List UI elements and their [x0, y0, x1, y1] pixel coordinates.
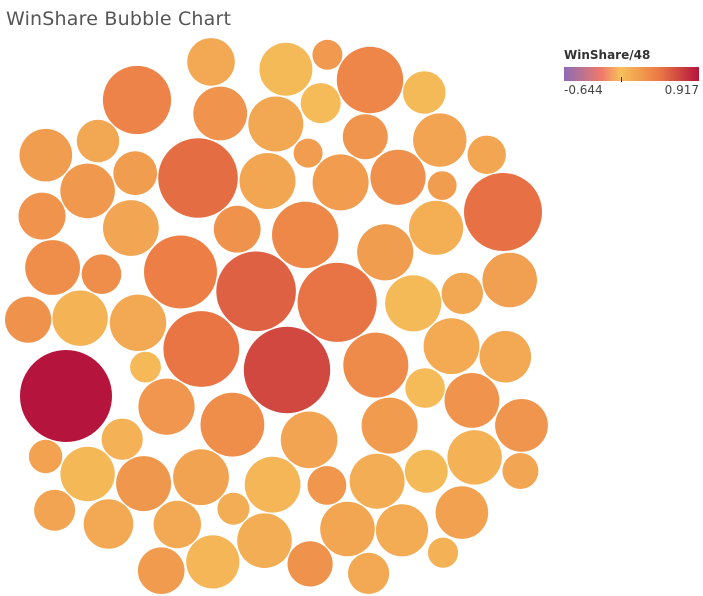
bubble[interactable]: [280, 411, 338, 469]
bubble[interactable]: [444, 373, 500, 428]
bubble[interactable]: [307, 466, 347, 505]
bubble[interactable]: [76, 119, 120, 163]
bubble[interactable]: [385, 275, 442, 332]
bubble[interactable]: [413, 113, 467, 167]
bubble[interactable]: [158, 138, 238, 218]
legend-max-label: 0.917: [664, 83, 699, 97]
bubble[interactable]: [405, 368, 445, 408]
bubble[interactable]: [320, 501, 375, 557]
bubble[interactable]: [60, 163, 115, 219]
bubble[interactable]: [375, 504, 429, 557]
bubble[interactable]: [464, 173, 542, 251]
bubble[interactable]: [237, 513, 292, 568]
bubble[interactable]: [244, 456, 301, 513]
bubble[interactable]: [216, 251, 296, 332]
bubble[interactable]: [137, 547, 185, 594]
bubble[interactable]: [187, 38, 235, 86]
bubble[interactable]: [193, 86, 248, 141]
bubble[interactable]: [153, 500, 201, 549]
bubble[interactable]: [213, 205, 261, 253]
bubble[interactable]: [441, 272, 483, 315]
bubble[interactable]: [60, 446, 115, 502]
bubble[interactable]: [109, 294, 167, 351]
bubble[interactable]: [163, 311, 240, 387]
bubble[interactable]: [144, 235, 217, 309]
bubble[interactable]: [435, 486, 489, 539]
bubble[interactable]: [259, 42, 313, 96]
bubble[interactable]: [482, 252, 537, 308]
bubble[interactable]: [272, 201, 339, 269]
bubble[interactable]: [447, 430, 502, 485]
legend-min-label: -0.644: [564, 83, 603, 97]
bubble[interactable]: [349, 453, 405, 509]
bubble[interactable]: [342, 114, 388, 160]
legend-title: WinShare/48: [564, 48, 651, 62]
bubble[interactable]: [409, 200, 464, 255]
bubble[interactable]: [239, 153, 296, 209]
bubble[interactable]: [20, 350, 112, 442]
bubble[interactable]: [495, 399, 548, 452]
legend-zero-tick: [621, 77, 622, 82]
bubble[interactable]: [19, 128, 73, 182]
bubble[interactable]: [18, 192, 66, 240]
bubble[interactable]: [200, 392, 265, 457]
bubble[interactable]: [300, 83, 341, 124]
bubble[interactable]: [297, 262, 377, 342]
bubble[interactable]: [361, 397, 418, 454]
bubble[interactable]: [287, 541, 333, 587]
bubble[interactable]: [467, 135, 506, 174]
bubble[interactable]: [113, 151, 158, 196]
bubble[interactable]: [5, 296, 52, 343]
bubble[interactable]: [130, 351, 161, 383]
bubble[interactable]: [83, 499, 134, 549]
bubble[interactable]: [427, 537, 459, 568]
bubble[interactable]: [116, 456, 172, 512]
bubble[interactable]: [186, 535, 240, 589]
legend-gradient: [564, 66, 699, 82]
bubble[interactable]: [427, 171, 457, 201]
bubble[interactable]: [423, 318, 480, 375]
bubble[interactable]: [343, 332, 409, 398]
bubble[interactable]: [173, 449, 229, 506]
bubble[interactable]: [101, 418, 143, 460]
bubble[interactable]: [28, 439, 63, 474]
bubble[interactable]: [102, 65, 172, 135]
bubble[interactable]: [312, 39, 343, 70]
bubble[interactable]: [403, 71, 446, 114]
bubble[interactable]: [348, 552, 390, 595]
bubble[interactable]: [357, 224, 414, 281]
bubble[interactable]: [138, 378, 195, 435]
bubble[interactable]: [243, 326, 331, 414]
bubble[interactable]: [248, 96, 304, 152]
chart-title: WinShare Bubble Chart: [6, 8, 232, 30]
bubble[interactable]: [502, 453, 539, 489]
bubble[interactable]: [217, 492, 250, 525]
bubble[interactable]: [404, 449, 448, 493]
bubble[interactable]: [102, 200, 159, 256]
bubble[interactable]: [479, 330, 532, 383]
bubble[interactable]: [34, 489, 76, 531]
bubble[interactable]: [81, 254, 122, 294]
bubble[interactable]: [52, 290, 108, 346]
bubble[interactable]: [25, 240, 81, 295]
bubble[interactable]: [370, 149, 426, 205]
bubble[interactable]: [336, 46, 404, 114]
color-legend: WinShare/48 -0.644 0.917: [564, 48, 699, 97]
bubble[interactable]: [293, 138, 323, 168]
bubble[interactable]: [312, 154, 369, 211]
